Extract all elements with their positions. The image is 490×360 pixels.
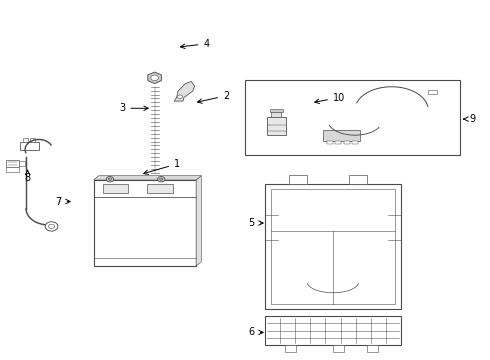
Bar [343,140,349,144]
Bar [5,159,19,167]
Text: 8: 8 [24,170,31,183]
Bar [271,189,394,304]
Bar [265,184,401,309]
Bar [23,138,27,141]
Bar [285,345,296,352]
Bar [367,345,378,352]
Polygon shape [94,176,201,180]
Text: 1: 1 [144,159,180,175]
Bar [323,130,360,140]
Circle shape [49,224,54,229]
Bar [147,184,172,193]
Bar [265,316,401,345]
Bar [428,90,437,94]
Bar [333,345,344,352]
Polygon shape [196,176,201,266]
Bar [5,167,19,172]
Bar [20,141,39,149]
Circle shape [45,222,58,231]
Bar [289,175,307,184]
Polygon shape [148,72,161,84]
Text: 5: 5 [248,218,263,228]
Bar [245,80,460,155]
Bar [19,161,25,166]
Text: 2: 2 [197,91,229,103]
Bar [103,184,128,193]
Text: 10: 10 [315,93,345,104]
Circle shape [158,176,165,182]
Bar [270,109,283,112]
Circle shape [151,75,158,81]
Bar [327,140,333,144]
Text: 7: 7 [55,197,70,207]
Bar [94,180,196,266]
Bar [349,175,367,184]
Text: 4: 4 [180,39,210,49]
Circle shape [106,176,114,182]
Bar [335,140,341,144]
Bar [267,117,286,135]
Bar [271,112,281,117]
Text: 3: 3 [119,103,148,113]
Circle shape [177,95,182,99]
Circle shape [160,178,163,180]
Circle shape [108,178,112,180]
Bar [352,140,358,144]
Text: 6: 6 [248,327,263,337]
Bar [30,138,35,141]
Text: 9: 9 [464,114,476,124]
Polygon shape [174,81,195,101]
